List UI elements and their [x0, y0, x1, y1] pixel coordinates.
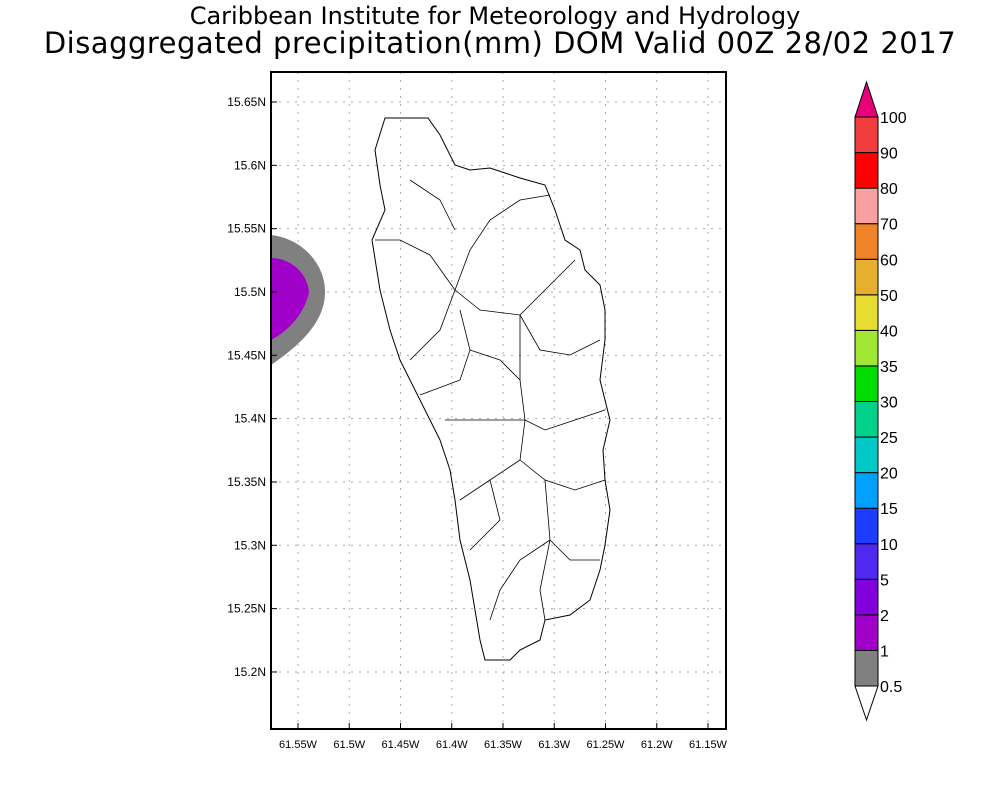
colorbar-label: 25 [880, 430, 898, 447]
colorbar-label: 80 [880, 181, 898, 198]
chart-title-institute: Caribbean Institute for Meteorology and … [189, 2, 801, 30]
colorbar-bin-5-10 [854, 543, 879, 580]
colorbar-over-triangle [854, 80, 879, 118]
colorbar-bin-70-80 [854, 187, 879, 225]
watershed-boundaries [375, 179, 606, 621]
lat-tick-label: 15.4N [234, 412, 266, 426]
lat-tick-label: 15.45N [227, 348, 266, 362]
colorbar-label: 1 [880, 643, 889, 660]
colorbar-bin-60-70 [854, 223, 879, 260]
colorbar-label: 90 [880, 146, 898, 163]
colorbar-bin-80-90 [854, 152, 879, 189]
lat-tick-label: 15.65N [227, 95, 266, 109]
colorbar-bin-30-35 [854, 365, 879, 402]
colorbar-bin-0.5-1 [854, 649, 879, 687]
lat-tick-label: 15.2N [234, 665, 266, 679]
map-frame [270, 71, 727, 730]
longitude-axis: 61.55W 61.5W 61.45W 61.4W 61.35W 61.3W 61.25W 6… [279, 723, 728, 751]
colorbar-label: 60 [880, 252, 898, 269]
lon-tick-label: 61.45W [382, 739, 421, 751]
colorbar-label: 2 [880, 608, 889, 625]
lon-tick-label: 61.15W [689, 739, 728, 751]
lon-tick-label: 61.5W [333, 739, 365, 751]
colorbar-label: 35 [880, 359, 898, 376]
lat-tick-label: 15.25N [227, 602, 266, 616]
latitude-axis: 15.65N 15.6N 15.55N 15.5N 15.45N 15.4N 15.35N 1… [227, 95, 277, 679]
colorbar-bin-20-25 [854, 436, 879, 474]
colorbar-label: 40 [880, 323, 898, 340]
colorbar-label: 5 [880, 572, 889, 589]
precip-contour-1 [271, 258, 309, 340]
lon-tick-label: 61.25W [587, 739, 626, 751]
lat-tick-label: 15.5N [234, 285, 266, 299]
colorbar-label: 70 [880, 217, 898, 234]
lon-tick-label: 61.35W [484, 739, 523, 751]
colorbar-under-triangle [854, 685, 879, 722]
colorbar-bin-10-15 [854, 507, 879, 545]
colorbar-label: 30 [880, 395, 898, 412]
colorbar-bin-50-60 [854, 258, 879, 296]
colorbar-label: 15 [880, 501, 898, 518]
chart-title-product: Disaggregated precipitation(mm) DOM Vali… [43, 26, 957, 60]
colorbar-bin-90-100 [854, 116, 879, 154]
colorbar-bin-2-5 [854, 578, 879, 616]
colorbar-bin-15-20 [854, 472, 879, 509]
lon-tick-label: 61.4W [436, 739, 468, 751]
colorbar-label: 50 [880, 288, 898, 305]
lat-tick-label: 15.3N [234, 538, 266, 552]
lat-tick-label: 15.35N [227, 475, 266, 489]
dominica-island-outline [371, 117, 611, 661]
colorbar-bin-35-40 [854, 329, 879, 367]
colorbar-bin-1-2 [854, 614, 879, 651]
colorbar-bin-40-50 [854, 294, 879, 331]
lon-tick-label: 61.2W [641, 739, 673, 751]
lon-tick-label: 61.3W [538, 739, 570, 751]
lat-tick-label: 15.55N [227, 222, 266, 236]
lat-tick-label: 15.6N [234, 158, 266, 172]
colorbar-label: 100 [880, 110, 907, 127]
colorbar-bin-25-30 [854, 401, 879, 438]
lon-tick-label: 61.55W [279, 739, 318, 751]
colorbar-label: 10 [880, 537, 898, 554]
colorbar-label: 0.5 [880, 679, 902, 696]
colorbar-label: 20 [880, 466, 898, 483]
